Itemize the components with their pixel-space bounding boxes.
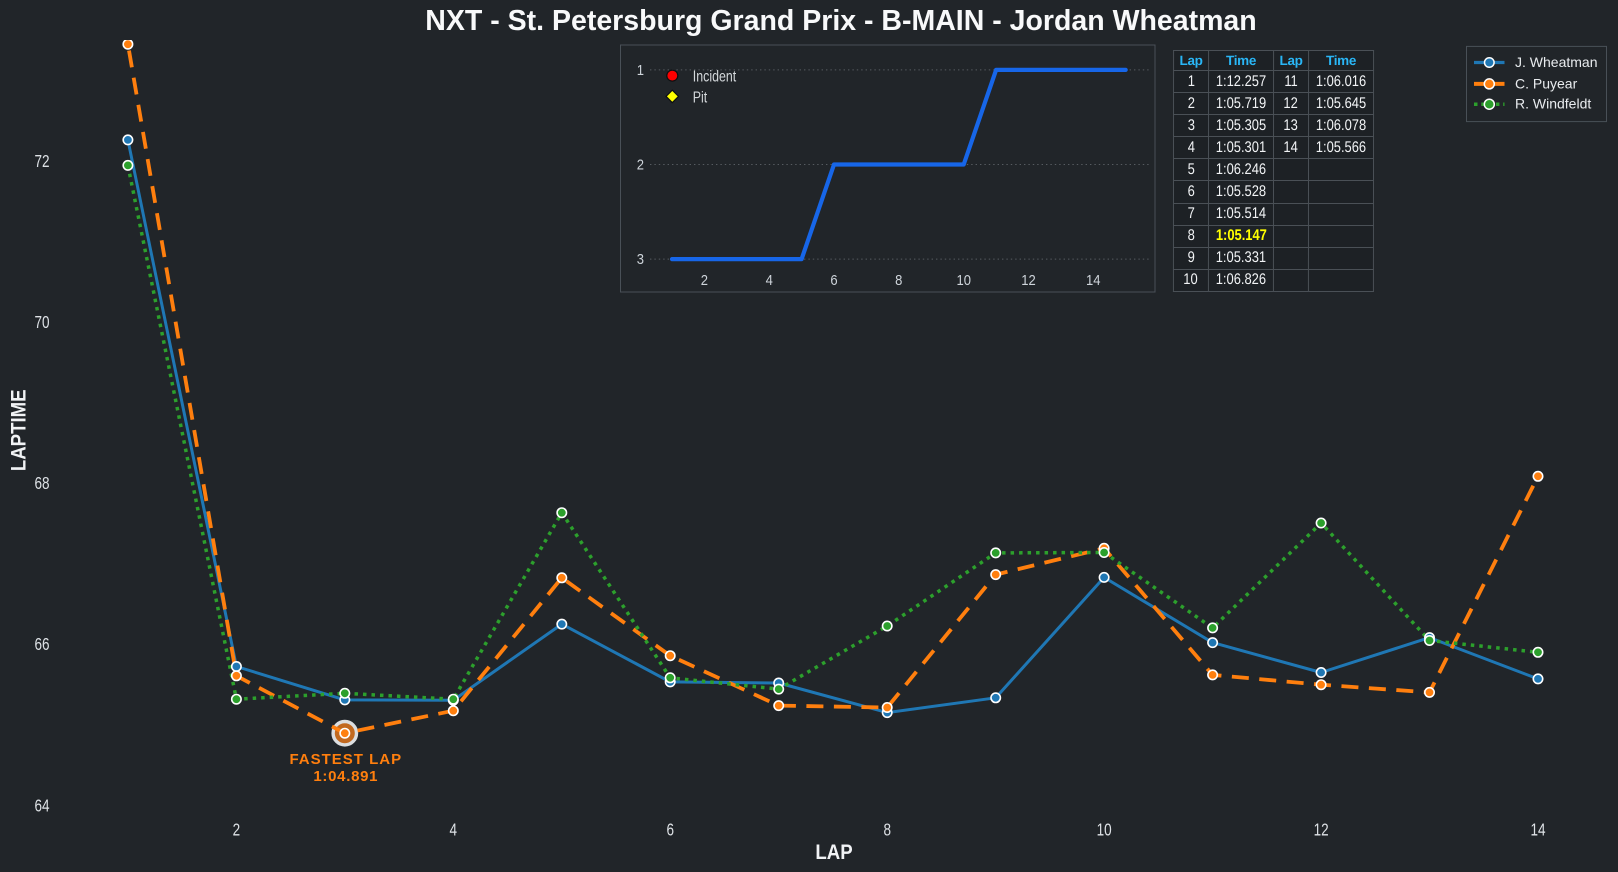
svg-text:FASTEST LAP: FASTEST LAP [289, 751, 402, 768]
svg-text:14: 14 [1530, 821, 1545, 840]
svg-text:LAPTIME: LAPTIME [8, 389, 31, 471]
svg-text:1: 1 [637, 61, 644, 78]
svg-text:C. Puyear: C. Puyear [1515, 75, 1578, 91]
svg-text:10: 10 [956, 271, 971, 288]
svg-text:NXT - St. Petersburg Grand Pri: NXT - St. Petersburg Grand Prix - B-MAIN… [425, 5, 1256, 37]
svg-text:64: 64 [34, 797, 49, 816]
svg-text:6: 6 [666, 821, 674, 840]
svg-text:10: 10 [1097, 821, 1112, 840]
svg-text:68: 68 [34, 475, 49, 494]
svg-text:2: 2 [233, 821, 241, 840]
svg-text:14: 14 [1086, 271, 1101, 288]
svg-text:12: 12 [1021, 271, 1036, 288]
svg-text:2: 2 [637, 156, 644, 173]
svg-text:R. Windfeldt: R. Windfeldt [1515, 96, 1591, 112]
svg-text:66: 66 [34, 636, 49, 655]
svg-text:8: 8 [883, 821, 891, 840]
svg-text:4: 4 [450, 821, 458, 840]
svg-text:70: 70 [34, 313, 49, 332]
svg-text:Incident: Incident [693, 67, 736, 85]
svg-text:J. Wheatman: J. Wheatman [1515, 54, 1597, 70]
svg-text:LAP: LAP [815, 841, 852, 864]
svg-text:2: 2 [701, 271, 708, 288]
svg-text:4: 4 [766, 271, 773, 288]
svg-text:72: 72 [34, 152, 49, 171]
svg-text:Pit: Pit [693, 88, 708, 106]
svg-text:1:04.891: 1:04.891 [313, 768, 378, 785]
svg-text:6: 6 [830, 271, 837, 288]
svg-text:12: 12 [1314, 821, 1329, 840]
svg-text:8: 8 [895, 271, 902, 288]
svg-text:3: 3 [637, 250, 644, 267]
